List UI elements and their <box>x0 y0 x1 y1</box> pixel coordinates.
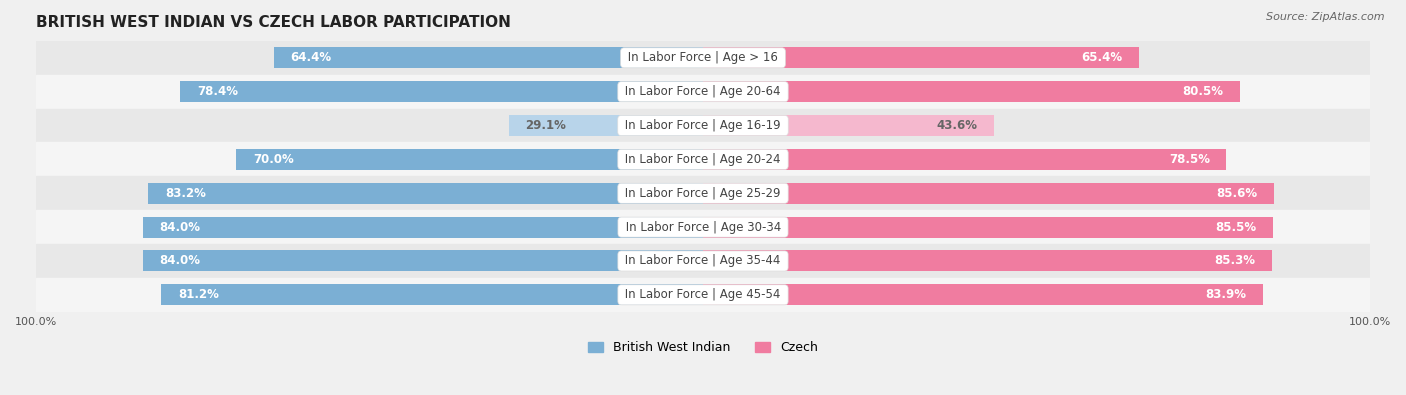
Text: 78.5%: 78.5% <box>1168 153 1209 166</box>
Text: 84.0%: 84.0% <box>159 254 201 267</box>
Bar <box>37 210 1369 244</box>
Text: 85.6%: 85.6% <box>1216 187 1257 200</box>
Bar <box>180 81 703 102</box>
Text: 84.0%: 84.0% <box>159 221 201 233</box>
Text: 29.1%: 29.1% <box>526 119 567 132</box>
Bar <box>148 183 703 204</box>
Text: In Labor Force | Age 20-64: In Labor Force | Age 20-64 <box>621 85 785 98</box>
Bar <box>143 216 703 238</box>
Text: In Labor Force | Age 45-54: In Labor Force | Age 45-54 <box>621 288 785 301</box>
Bar <box>703 149 1226 170</box>
Text: 43.6%: 43.6% <box>936 119 977 132</box>
Text: In Labor Force | Age 16-19: In Labor Force | Age 16-19 <box>621 119 785 132</box>
Legend: British West Indian, Czech: British West Indian, Czech <box>588 341 818 354</box>
Bar <box>37 41 1369 75</box>
Text: In Labor Force | Age 20-24: In Labor Force | Age 20-24 <box>621 153 785 166</box>
Bar <box>143 250 703 271</box>
Text: In Labor Force | Age 25-29: In Labor Force | Age 25-29 <box>621 187 785 200</box>
Bar <box>274 47 703 68</box>
Bar <box>703 47 1139 68</box>
Bar <box>236 149 703 170</box>
Text: 83.2%: 83.2% <box>165 187 205 200</box>
Bar <box>703 284 1263 305</box>
Bar <box>703 250 1272 271</box>
Bar <box>37 143 1369 176</box>
Bar <box>703 183 1274 204</box>
Bar <box>703 115 994 136</box>
Text: 64.4%: 64.4% <box>290 51 332 64</box>
Bar <box>703 216 1274 238</box>
Bar <box>162 284 703 305</box>
Bar <box>37 244 1369 278</box>
Text: In Labor Force | Age 35-44: In Labor Force | Age 35-44 <box>621 254 785 267</box>
Text: 81.2%: 81.2% <box>179 288 219 301</box>
Bar <box>37 176 1369 210</box>
Text: Source: ZipAtlas.com: Source: ZipAtlas.com <box>1267 12 1385 22</box>
Text: 80.5%: 80.5% <box>1182 85 1223 98</box>
Bar <box>37 278 1369 312</box>
Bar <box>37 109 1369 143</box>
Text: In Labor Force | Age > 16: In Labor Force | Age > 16 <box>624 51 782 64</box>
Text: 85.3%: 85.3% <box>1215 254 1256 267</box>
Text: 78.4%: 78.4% <box>197 85 238 98</box>
Bar <box>509 115 703 136</box>
Bar <box>703 81 1240 102</box>
Text: 70.0%: 70.0% <box>253 153 294 166</box>
Bar <box>37 75 1369 109</box>
Text: 85.5%: 85.5% <box>1215 221 1257 233</box>
Text: 83.9%: 83.9% <box>1205 288 1246 301</box>
Text: 65.4%: 65.4% <box>1081 51 1122 64</box>
Text: BRITISH WEST INDIAN VS CZECH LABOR PARTICIPATION: BRITISH WEST INDIAN VS CZECH LABOR PARTI… <box>37 15 510 30</box>
Text: In Labor Force | Age 30-34: In Labor Force | Age 30-34 <box>621 221 785 233</box>
